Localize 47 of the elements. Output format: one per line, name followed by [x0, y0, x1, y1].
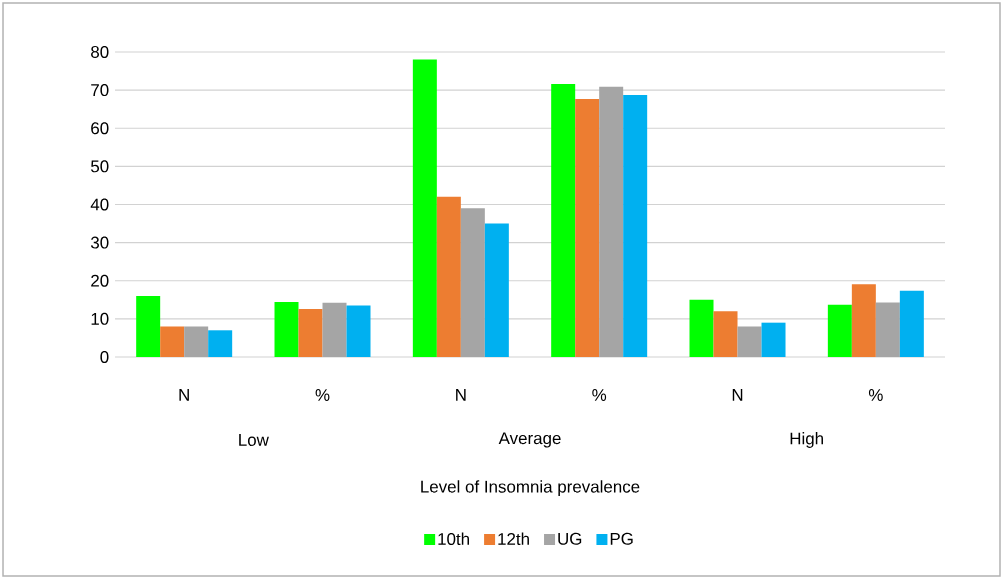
- y-tick-label: 50: [91, 160, 109, 173]
- y-tick-label: 40: [90, 198, 109, 211]
- text: Average: [498, 432, 561, 448]
- y-tick-label: 70: [91, 84, 109, 97]
- legend-label: 10th: [438, 532, 469, 546]
- bar: [460, 208, 485, 357]
- y-tick-label: 10: [91, 312, 109, 325]
- bar: [346, 305, 371, 357]
- bar: [412, 59, 437, 357]
- legend-label: 12th: [498, 532, 529, 545]
- x-tick-label: %: [592, 389, 607, 401]
- bar: [875, 302, 900, 357]
- y-tick-label: 60: [91, 122, 109, 135]
- bar: [851, 284, 876, 357]
- bar: [713, 311, 738, 357]
- bar: [484, 223, 509, 357]
- bar: [899, 290, 924, 357]
- bar: [322, 302, 347, 357]
- x-tick-label: %: [868, 389, 883, 401]
- bar: [274, 302, 299, 357]
- x-tick-label: N: [179, 389, 189, 401]
- legend-label: PG: [610, 532, 633, 545]
- bar: [761, 322, 786, 357]
- bar: [827, 304, 852, 357]
- bar: [436, 196, 461, 357]
- x-axis-title: Level of Insomnia prevalence: [421, 480, 640, 497]
- text: High: [790, 432, 823, 448]
- bar: [551, 84, 576, 357]
- x-tick-label: N: [456, 389, 466, 401]
- y-tick-label: 80: [91, 45, 109, 58]
- bar: [208, 330, 233, 357]
- bar: [599, 86, 624, 357]
- y-tick-label: 20: [91, 274, 109, 287]
- bar: [298, 308, 323, 357]
- bar: [623, 95, 648, 357]
- bar: [689, 299, 714, 357]
- y-tick-label: 30: [90, 236, 109, 249]
- legend-label: UG: [558, 532, 582, 545]
- bar: [160, 326, 185, 357]
- bar: [737, 326, 762, 357]
- y-tick-label: 0: [100, 350, 109, 363]
- bar: [136, 295, 161, 357]
- bar: [575, 98, 600, 357]
- bar: [184, 326, 209, 357]
- text: Low: [239, 434, 269, 446]
- x-tick-label: N: [732, 389, 743, 401]
- x-tick-label: %: [315, 389, 330, 401]
